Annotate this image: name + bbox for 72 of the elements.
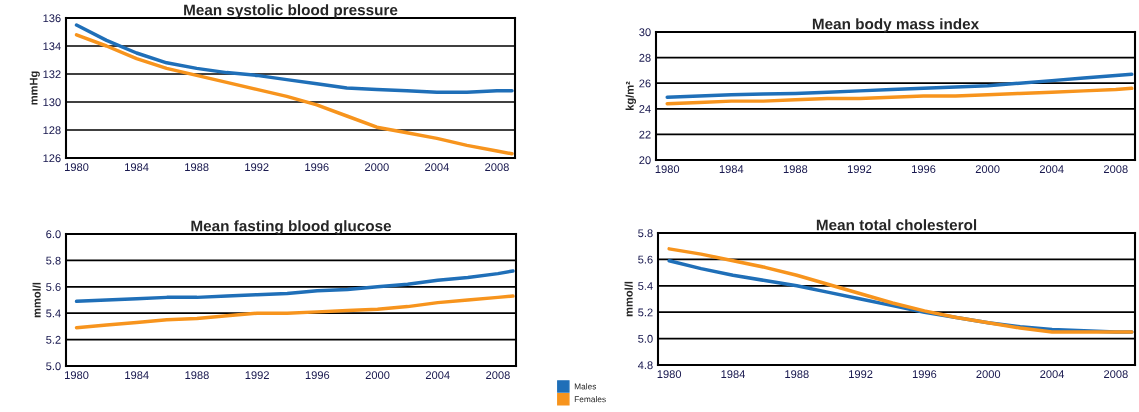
chart-title: Mean systolic blood pressure — [184, 4, 398, 19]
x-tick-label: 2000 — [365, 371, 390, 380]
x-tick-label: 1988 — [785, 370, 809, 379]
x-tick-label: 1992 — [245, 371, 269, 380]
y-tick-label: 24 — [639, 105, 651, 113]
y-tick-label: 28 — [639, 53, 651, 62]
line-series — [74, 23, 514, 94]
x-tick-label: 1980 — [657, 370, 682, 379]
y-tick-label: 126 — [43, 154, 61, 163]
x-tick-label: 1980 — [65, 163, 89, 172]
line-series — [665, 86, 1134, 106]
line-series — [74, 269, 515, 304]
x-tick-label: 1988 — [185, 163, 209, 172]
chart-title: Mean body mass index — [812, 18, 980, 33]
chart-title: Mean total cholesterol — [816, 219, 977, 231]
y-tick-label: 136 — [43, 14, 61, 23]
y-tick-label: 4.8 — [637, 361, 653, 370]
y-tick-label: 5.0 — [46, 362, 61, 371]
y-axis-title: mmHg — [29, 71, 40, 105]
x-tick-label: 1996 — [912, 370, 937, 379]
x-tick-label: 1984 — [721, 370, 746, 379]
x-tick-label: 1980 — [65, 371, 89, 380]
y-tick-label: 128 — [43, 126, 61, 135]
y-tick-label: 22 — [639, 130, 651, 139]
x-tick-label: 1984 — [719, 165, 744, 174]
x-tick-label: 2000 — [976, 370, 1001, 379]
y-tick-label: 5.6 — [46, 283, 61, 291]
x-tick-label: 2004 — [425, 163, 449, 172]
legend-label: Females — [574, 396, 606, 403]
x-tick-label: 1996 — [305, 163, 329, 172]
y-tick-label: 30 — [639, 28, 651, 37]
x-tick-label: 2008 — [485, 163, 509, 172]
x-tick-label: 1984 — [125, 163, 149, 172]
y-tick-label: 5.2 — [46, 335, 61, 344]
y-tick-label: 26 — [639, 79, 651, 88]
x-tick-label: 1992 — [245, 163, 269, 172]
y-axis-title: mmol/l — [32, 282, 41, 318]
x-tick-label: 1996 — [912, 165, 936, 174]
y-tick-label: 134 — [43, 42, 61, 51]
x-tick-label: 2000 — [975, 165, 1000, 174]
y-tick-label: 5.2 — [638, 308, 653, 317]
x-tick-label: 1996 — [305, 371, 330, 380]
x-tick-label: 1992 — [849, 370, 873, 379]
x-tick-label: 1984 — [125, 371, 149, 380]
y-tick-label: 130 — [43, 98, 61, 107]
y-tick-label: 20 — [639, 156, 651, 165]
y-tick-label: 5.0 — [638, 334, 653, 343]
x-tick-label: 2008 — [1104, 370, 1128, 379]
y-axis-title: kg/m² — [625, 81, 636, 111]
line-series — [74, 33, 514, 156]
y-tick-label: 5.4 — [46, 309, 61, 318]
chart-title: Mean fasting blood glucose — [191, 220, 392, 235]
legend-label: Males — [574, 383, 597, 390]
y-axis-title: mmol/l — [624, 281, 633, 317]
x-tick-label: 1988 — [783, 165, 808, 174]
y-tick-label: 5.8 — [46, 256, 61, 265]
y-tick-label: 5.8 — [638, 229, 653, 238]
y-tick-label: 132 — [43, 70, 61, 79]
y-tick-label: 6.0 — [46, 230, 61, 239]
x-tick-label: 2008 — [1103, 165, 1128, 174]
y-tick-label: 5.4 — [638, 282, 653, 290]
x-tick-label: 2008 — [486, 371, 510, 380]
line-series — [74, 294, 515, 330]
y-tick-label: 5.6 — [638, 255, 653, 264]
x-tick-label: 1988 — [185, 371, 209, 380]
x-tick-label: 2004 — [425, 371, 450, 380]
x-tick-label: 2004 — [1039, 165, 1064, 174]
x-tick-label: 2000 — [365, 163, 389, 172]
x-tick-label: 1980 — [655, 165, 680, 174]
x-tick-label: 2004 — [1040, 370, 1065, 379]
x-tick-label: 1992 — [847, 165, 872, 174]
line-series — [665, 72, 1134, 100]
